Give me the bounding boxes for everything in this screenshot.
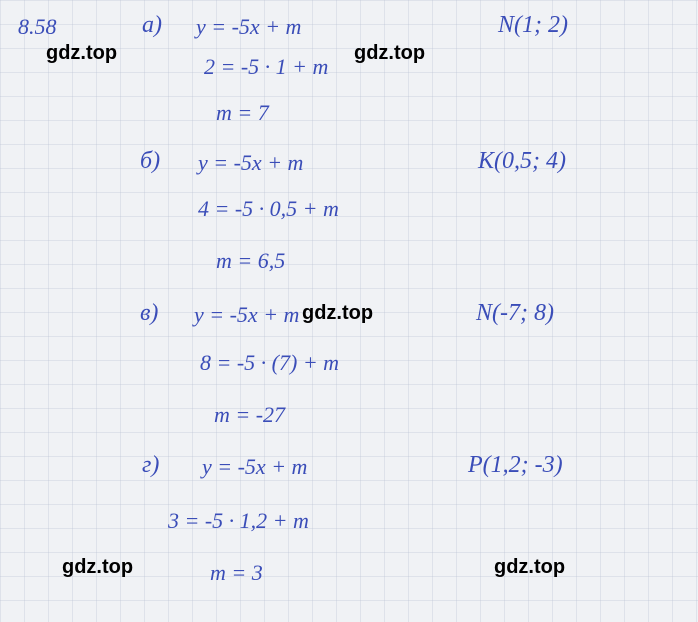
part-b-equation2: 4 = -5 · 0,5 + m <box>198 196 339 222</box>
problem-number: 8.58 <box>18 14 57 40</box>
part-v-point: N(-7; 8) <box>476 300 554 327</box>
part-a-point: N(1; 2) <box>498 12 568 39</box>
part-g-point: P(1,2; -3) <box>468 452 563 479</box>
watermark-3: gdz.top <box>302 302 373 325</box>
watermark-5: gdz.top <box>494 556 565 579</box>
part-v-result: m = -27 <box>214 402 285 428</box>
part-g-equation2: 3 = -5 · 1,2 + m <box>168 508 309 534</box>
watermark-4: gdz.top <box>62 556 133 579</box>
part-v-label: в) <box>140 300 158 327</box>
part-b-equation1: y = -5x + m <box>198 150 303 176</box>
part-a-equation1: y = -5x + m <box>196 14 301 40</box>
part-v-equation1: y = -5x + m <box>194 302 299 328</box>
watermark-1: gdz.top <box>46 42 117 65</box>
part-g-label: г) <box>142 452 159 479</box>
watermark-2: gdz.top <box>354 42 425 65</box>
part-a-equation2: 2 = -5 · 1 + m <box>204 54 328 80</box>
part-b-point: K(0,5; 4) <box>478 148 566 175</box>
part-a-result: m = 7 <box>216 100 269 126</box>
part-b-label: б) <box>140 148 160 175</box>
part-g-result: m = 3 <box>210 560 263 586</box>
part-g-equation1: y = -5x + m <box>202 454 307 480</box>
part-a-label: a) <box>142 12 162 39</box>
part-v-equation2: 8 = -5 · (7) + m <box>200 350 339 376</box>
part-b-result: m = 6,5 <box>216 248 285 274</box>
